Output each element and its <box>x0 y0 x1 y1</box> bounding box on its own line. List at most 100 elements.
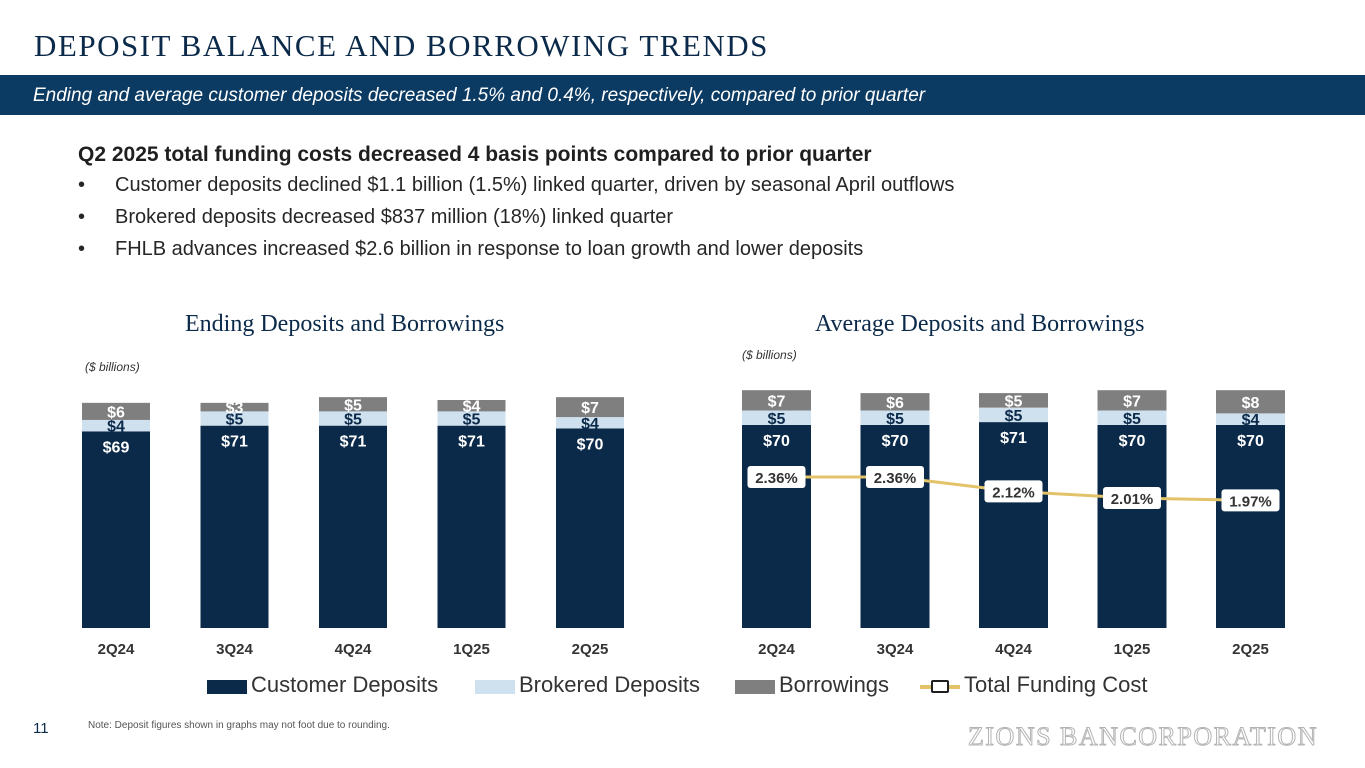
average-data-label-customer-deposits: $70 <box>763 433 790 450</box>
average-x-tick-label: 2Q25 <box>1232 641 1269 658</box>
average-data-label-borrowings: $8 <box>1242 395 1260 412</box>
company-logo: ZIONS BANCORPORATION <box>968 722 1318 752</box>
subtitle-banner: Ending and average customer deposits dec… <box>0 75 1365 115</box>
average-bar-customer-deposits <box>1216 425 1285 628</box>
average-data-label-customer-deposits: $70 <box>1237 433 1264 450</box>
average-bar-brokered-deposits <box>1097 410 1167 425</box>
ending-bar-customer-deposits <box>200 425 269 628</box>
average-bar-brokered-deposits <box>742 410 811 425</box>
ending-data-label-brokered-deposits: $4 <box>107 419 125 436</box>
average-bar-borrowings <box>1097 390 1167 411</box>
ending-data-label-borrowings: $6 <box>107 404 125 421</box>
bullet-marker: • <box>78 174 86 196</box>
ending-bar-brokered-deposits <box>82 419 150 432</box>
ending-bar-customer-deposits <box>319 425 387 628</box>
ending-bar-customer-deposits <box>82 431 150 628</box>
legend-swatch <box>475 680 515 694</box>
ending-bar-brokered-deposits <box>319 411 387 426</box>
legend-swatch <box>207 680 247 694</box>
funding-cost-point <box>1103 487 1161 509</box>
average-bar-brokered-deposits <box>979 407 1048 423</box>
average-bar-borrowings <box>742 390 811 411</box>
average-bar-brokered-deposits <box>860 410 930 425</box>
bullet-text: Brokered deposits decreased $837 million… <box>115 206 674 228</box>
average-bar-customer-deposits <box>979 422 1048 628</box>
footnote: Note: Deposit figures shown in graphs ma… <box>88 720 390 731</box>
ending-bar-customer-deposits <box>437 425 506 628</box>
ending-bar-customer-deposits <box>556 428 624 628</box>
ending-bar-borrowings <box>82 402 150 420</box>
ending-chart-units: ($ billions) <box>85 360 140 374</box>
average-data-label-borrowings: $7 <box>768 393 786 410</box>
funding-cost-label: 2.36% <box>755 470 798 487</box>
average-bar-customer-deposits <box>742 425 811 628</box>
legend-label: Total Funding Cost <box>964 672 1148 697</box>
legend-label: Brokered Deposits <box>519 672 700 697</box>
legend-label: Customer Deposits <box>251 672 439 697</box>
ending-data-label-customer-deposits: $69 <box>103 439 130 456</box>
funding-cost-label: 2.12% <box>992 484 1035 501</box>
ending-data-label-brokered-deposits: $4 <box>581 416 599 433</box>
funding-cost-point <box>1221 489 1280 512</box>
ending-x-tick-label: 2Q24 <box>98 641 135 658</box>
average-bar-borrowings <box>979 393 1048 408</box>
bullet-marker: • <box>78 206 86 228</box>
page-number: 11 <box>33 720 49 737</box>
ending-data-label-brokered-deposits: $5 <box>463 412 481 429</box>
funding-cost-point <box>984 480 1043 503</box>
ending-data-label-brokered-deposits: $5 <box>344 412 362 429</box>
average-data-label-customer-deposits: $71 <box>1000 430 1027 447</box>
average-data-label-borrowings: $6 <box>886 395 904 412</box>
average-bar-borrowings <box>1216 390 1285 414</box>
funding-cost-label: 1.97% <box>1229 493 1272 510</box>
average-data-label-brokered-deposits: $4 <box>1242 412 1260 429</box>
funding-cost-label: 2.36% <box>874 470 917 487</box>
bullet-text: FHLB advances increased $2.6 billion in … <box>115 238 864 260</box>
ending-bar-brokered-deposits <box>437 411 506 426</box>
funding-cost-label: 2.01% <box>1111 491 1154 508</box>
ending-bar-borrowings <box>437 400 506 412</box>
bullet-text: Customer deposits declined $1.1 billion … <box>115 174 955 196</box>
average-data-label-brokered-deposits: $5 <box>768 411 786 428</box>
average-data-label-brokered-deposits: $5 <box>886 411 904 428</box>
ending-data-label-customer-deposits: $71 <box>458 434 485 451</box>
headline: Q2 2025 total funding costs decreased 4 … <box>78 143 872 166</box>
ending-bar-brokered-deposits <box>556 417 624 429</box>
average-chart-units: ($ billions) <box>742 348 797 362</box>
average-data-label-customer-deposits: $70 <box>882 433 909 450</box>
average-chart-title: Average Deposits and Borrowings <box>815 311 1145 337</box>
ending-data-label-borrowings: $5 <box>344 397 362 414</box>
ending-chart-title: Ending Deposits and Borrowings <box>185 311 505 337</box>
slide-title: DEPOSIT BALANCE AND BORROWING TRENDS <box>34 28 769 63</box>
ending-x-tick-label: 2Q25 <box>572 641 609 658</box>
ending-data-label-customer-deposits: $70 <box>577 437 604 454</box>
ending-x-tick-label: 3Q24 <box>216 641 253 658</box>
average-bar-customer-deposits <box>1097 425 1167 628</box>
bullet-marker: • <box>78 238 86 260</box>
average-x-tick-label: 2Q24 <box>758 641 795 658</box>
average-bar-borrowings <box>860 393 930 411</box>
ending-x-tick-label: 1Q25 <box>453 641 490 658</box>
average-data-label-brokered-deposits: $5 <box>1123 411 1141 428</box>
average-bar-brokered-deposits <box>1216 413 1285 425</box>
average-x-tick-label: 1Q25 <box>1114 641 1151 658</box>
ending-data-label-brokered-deposits: $5 <box>226 412 244 429</box>
ending-bar-borrowings <box>200 402 269 412</box>
ending-bar-brokered-deposits <box>200 411 269 426</box>
legend-label: Borrowings <box>779 672 890 697</box>
ending-bar-borrowings <box>556 397 624 418</box>
ending-data-label-customer-deposits: $71 <box>221 434 248 451</box>
legend-marker-box <box>931 680 949 693</box>
legend-swatch <box>735 680 775 694</box>
average-x-tick-label: 4Q24 <box>995 641 1032 658</box>
banner-text: Ending and average customer deposits dec… <box>33 85 926 106</box>
ending-x-tick-label: 4Q24 <box>335 641 372 658</box>
ending-data-label-borrowings: $3 <box>226 400 244 417</box>
average-data-label-brokered-deposits: $5 <box>1005 408 1023 425</box>
average-x-tick-label: 3Q24 <box>877 641 914 658</box>
average-data-label-customer-deposits: $70 <box>1119 433 1146 450</box>
funding-cost-point <box>866 466 924 488</box>
funding-cost-point <box>747 466 806 488</box>
average-data-label-borrowings: $7 <box>1123 393 1141 410</box>
